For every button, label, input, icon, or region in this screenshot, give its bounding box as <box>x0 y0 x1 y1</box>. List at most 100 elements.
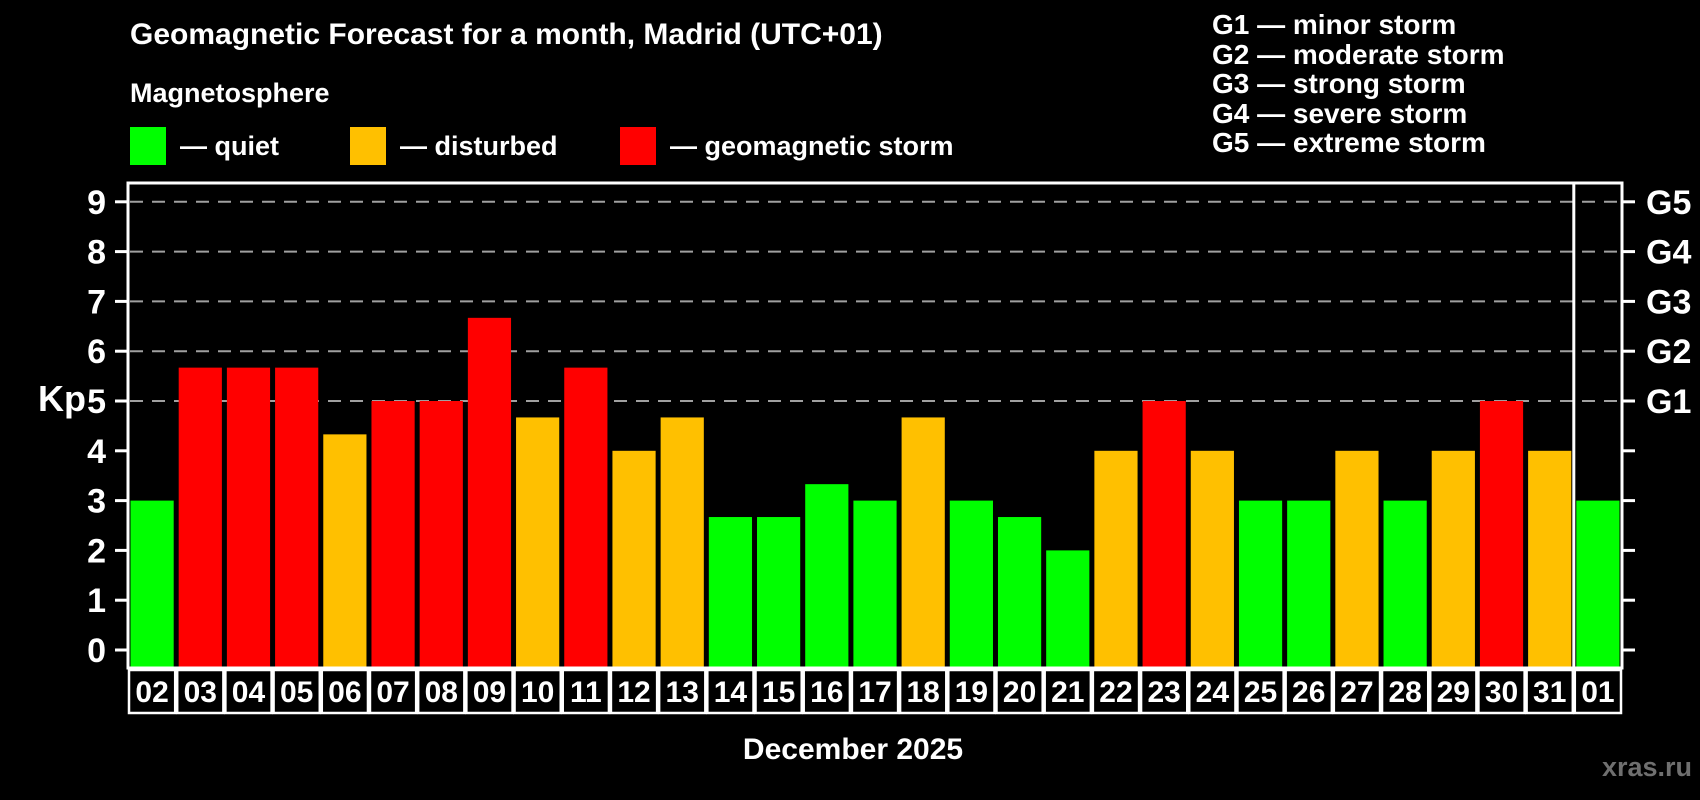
date-label-24: 24 <box>1196 676 1230 709</box>
date-label-14: 14 <box>714 676 748 709</box>
date-box-17 <box>850 668 900 715</box>
date-box-02 <box>127 668 177 715</box>
bar-day-23 <box>1142 401 1186 668</box>
date-label-06: 06 <box>328 676 361 709</box>
page-title: Geomagnetic Forecast for a month, Madrid… <box>130 18 883 51</box>
bar-day-25 <box>1238 500 1283 668</box>
bar-day-09 <box>467 317 512 668</box>
date-label-29: 29 <box>1437 676 1470 709</box>
bar-day-18 <box>901 417 945 668</box>
date-box-15 <box>754 668 803 715</box>
kp-tick-label-3: 3 <box>87 483 106 521</box>
g-scale-legend: G1 — minor storm G2 — moderate storm G3 … <box>1212 10 1505 158</box>
kp-tick-label-5: 5 <box>87 383 106 421</box>
date-label-08: 08 <box>425 676 458 709</box>
quiet-color-swatch <box>130 127 166 165</box>
date-label-30: 30 <box>1485 676 1518 709</box>
date-box-01 <box>1573 668 1623 715</box>
date-label-19: 19 <box>955 676 988 709</box>
bar-day-24 <box>1190 450 1234 668</box>
g-tick-label-G2: G2 <box>1646 333 1691 371</box>
date-box-11 <box>561 668 611 715</box>
g5-legend-line: G5 — extreme storm <box>1212 127 1486 158</box>
kp-tick-label-0: 0 <box>87 632 106 670</box>
date-label-01: 01 <box>1581 676 1614 709</box>
legend-item-label: — disturbed <box>400 130 558 161</box>
bar-day-28 <box>1383 500 1427 668</box>
date-label-07: 07 <box>376 676 409 709</box>
bar-day-20 <box>997 517 1042 668</box>
date-box-05 <box>272 668 322 715</box>
g-tick-label-G5: G5 <box>1646 184 1691 222</box>
date-box-21 <box>1043 668 1093 715</box>
plot-border <box>126 181 1624 670</box>
date-label-18: 18 <box>907 676 940 709</box>
date-label-05: 05 <box>280 676 313 709</box>
date-box-31 <box>1525 668 1575 715</box>
date-label-10: 10 <box>521 676 554 709</box>
date-label-09: 09 <box>473 676 506 709</box>
date-box-22 <box>1091 668 1141 715</box>
magnetosphere-label: Magnetosphere <box>130 78 330 108</box>
bar-day-08 <box>419 401 463 668</box>
date-label-13: 13 <box>666 676 699 709</box>
watermark: xras.ru <box>1601 752 1692 782</box>
kp-tick-label-9: 9 <box>87 184 106 222</box>
date-label-11: 11 <box>570 676 602 709</box>
bar-day-10 <box>516 417 560 668</box>
bar-day-30 <box>1479 401 1524 668</box>
date-box-29 <box>1428 668 1478 715</box>
date-box-26 <box>1284 668 1334 715</box>
date-box-23 <box>1139 668 1189 715</box>
kp-tick-label-4: 4 <box>87 433 106 471</box>
kp-axis-label: Kp <box>38 378 86 419</box>
bar-day-29 <box>1431 450 1475 668</box>
date-label-02: 02 <box>135 676 168 709</box>
date-box-28 <box>1380 668 1430 715</box>
date-label-20: 20 <box>1003 676 1036 709</box>
date-box-10 <box>513 668 562 715</box>
date-label-17: 17 <box>858 676 891 709</box>
date-label-26: 26 <box>1292 676 1325 709</box>
bar-day-31 <box>1528 450 1572 668</box>
g-tick-label-G4: G4 <box>1646 234 1691 272</box>
bar-day-22 <box>1094 450 1138 668</box>
legend-item-storm: — geomagnetic storm <box>620 125 954 167</box>
disturbed-color-swatch <box>350 127 386 165</box>
kp-tick-label-8: 8 <box>87 234 106 272</box>
date-box-08 <box>416 668 466 715</box>
date-label-25: 25 <box>1244 676 1277 709</box>
bar-day-27 <box>1335 450 1379 668</box>
date-label-23: 23 <box>1147 676 1180 709</box>
date-box-19 <box>947 668 996 715</box>
date-box-13 <box>657 668 707 715</box>
g-tick-label-G3: G3 <box>1646 283 1691 321</box>
date-box-24 <box>1188 668 1237 715</box>
bar-day-19 <box>949 500 993 668</box>
bar-day-14 <box>708 517 753 668</box>
bar-day-15 <box>757 517 801 668</box>
date-box-03 <box>175 668 225 715</box>
bar-day-17 <box>853 500 897 668</box>
date-box-18 <box>898 668 948 715</box>
bar-day-11 <box>564 367 608 668</box>
month-label: December 2025 <box>742 733 964 766</box>
date-label-31: 31 <box>1533 676 1566 709</box>
legend-item-label: — quiet <box>180 130 279 161</box>
bar-day-05 <box>275 367 319 668</box>
bar-day-03 <box>178 367 222 668</box>
date-label-15: 15 <box>762 676 795 709</box>
date-box-30 <box>1477 668 1526 715</box>
date-label-22: 22 <box>1099 676 1132 709</box>
date-box-27 <box>1332 668 1382 715</box>
bar-day-04 <box>226 367 271 668</box>
bar-day-26 <box>1287 500 1331 668</box>
date-label-27: 27 <box>1340 676 1373 709</box>
date-label-12: 12 <box>617 676 650 709</box>
kp-tick-label-7: 7 <box>87 283 106 321</box>
bar-day-12 <box>612 450 656 668</box>
date-box-25 <box>1236 668 1285 715</box>
kp-tick-label-6: 6 <box>87 333 106 371</box>
legend-item-quiet: — quiet <box>130 125 279 167</box>
